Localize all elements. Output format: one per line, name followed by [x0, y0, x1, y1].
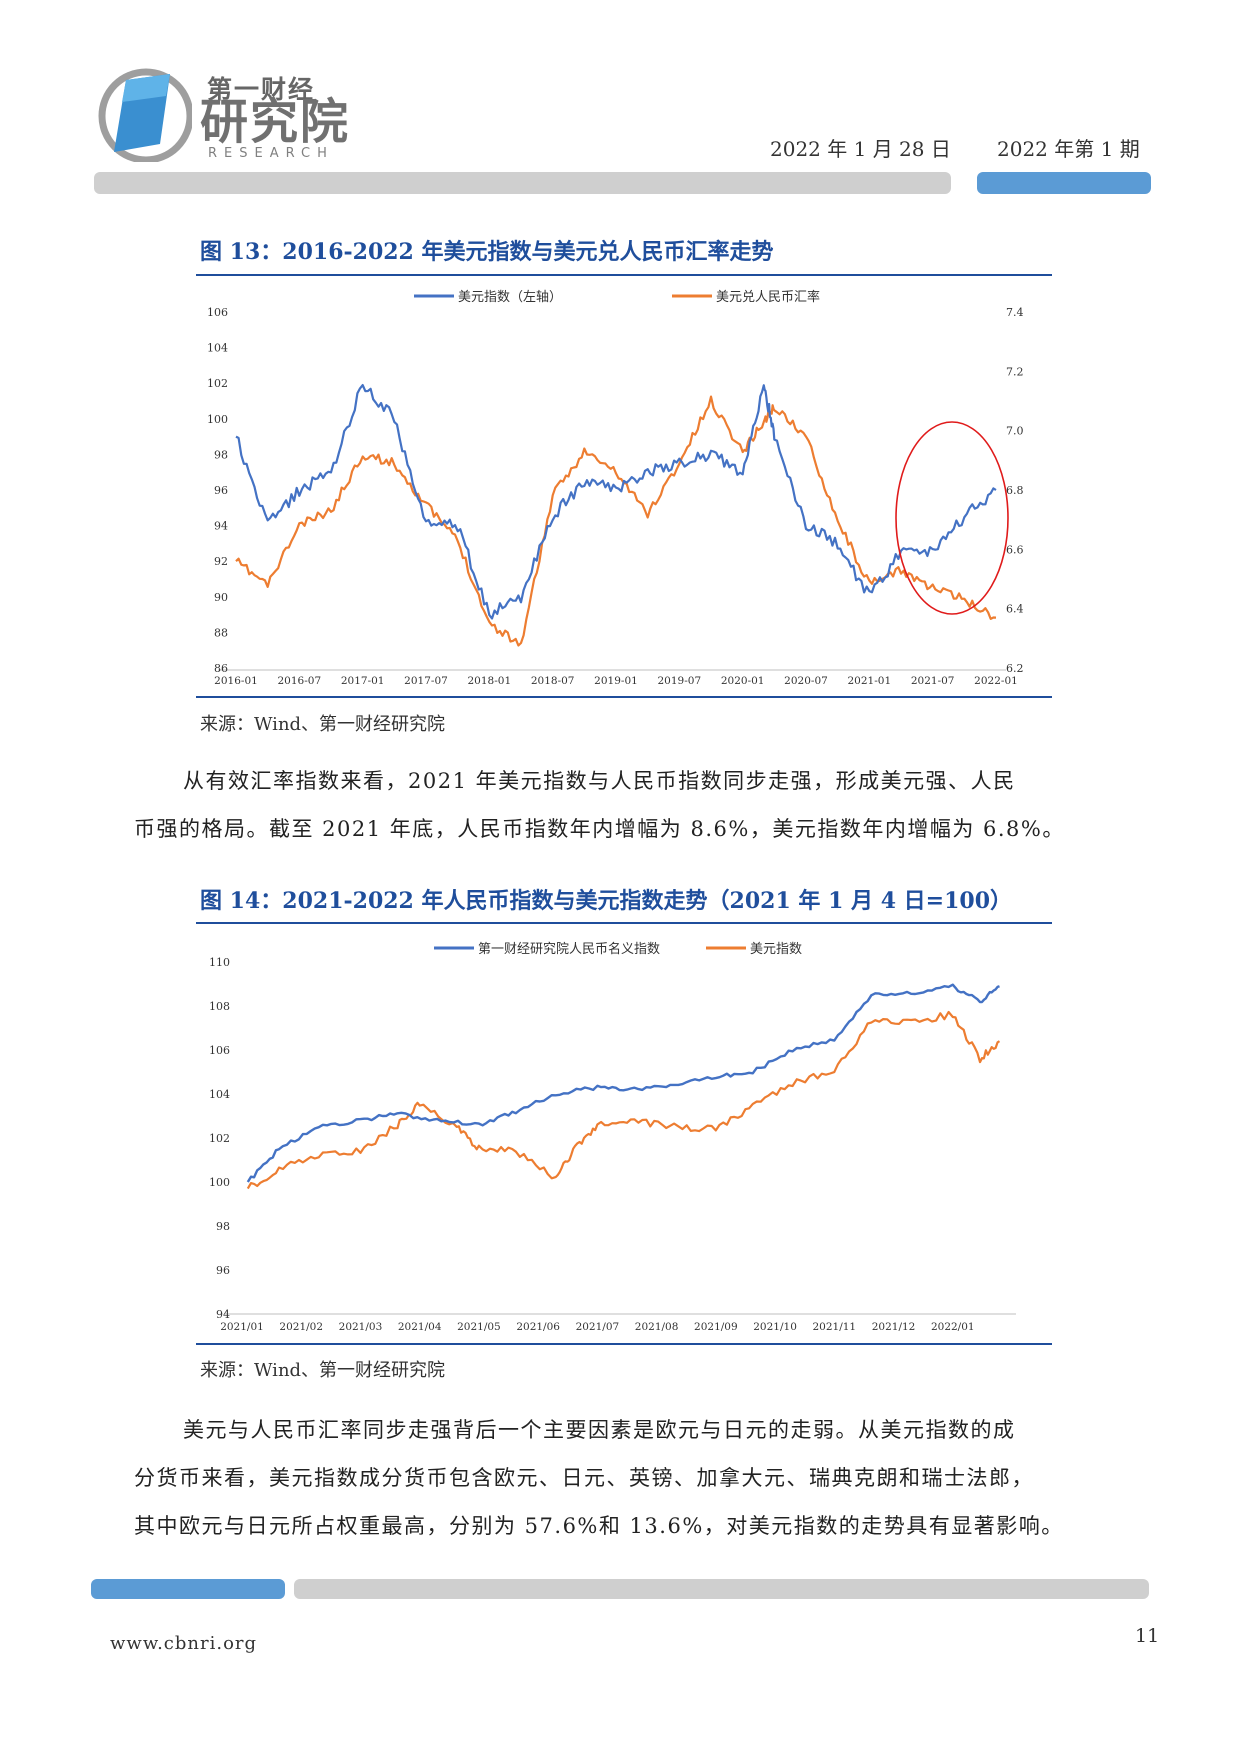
y-left-tick-label: 102	[207, 377, 228, 390]
x-tick-label: 2021/08	[635, 1321, 679, 1333]
figure14-chart: 第一财经研究院人民币名义指数 美元指数 110 108 106 104 102 100 98 96…	[209, 941, 1016, 1333]
series-line-usd-index	[235, 384, 997, 620]
y-right-tick-label: 6.6	[1006, 543, 1024, 556]
x-tick-label: 2021/03	[339, 1321, 383, 1333]
legend-label-usd-index: 美元指数（左轴）	[458, 290, 562, 305]
x-tick-label: 2017-07	[404, 675, 448, 687]
header-divider-blue	[977, 172, 1151, 194]
y-tick-label: 104	[209, 1088, 230, 1101]
figure14-bottom-rule	[196, 1343, 1052, 1345]
x-tick-label: 2019-01	[594, 675, 638, 687]
y-right-tick-label: 7.0	[1006, 425, 1024, 438]
y-tick-label: 94	[216, 1308, 230, 1321]
x-tick-label: 2021/12	[872, 1321, 916, 1333]
x-tick-label: 2022-01	[974, 675, 1018, 687]
y-left-tick-label: 90	[214, 591, 228, 604]
x-tick-label: 2021-07	[911, 675, 955, 687]
figure13-title: 图 13：2016-2022 年美元指数与美元兑人民币汇率走势	[200, 239, 774, 265]
x-tick-label: 2021/05	[457, 1321, 501, 1333]
x-tick-label: 2017-01	[341, 675, 385, 687]
x-tick-label: 2016-01	[214, 675, 258, 687]
y-tick-label: 106	[209, 1044, 230, 1057]
x-tick-label: 2021/09	[694, 1321, 738, 1333]
y-left-tick-label: 92	[214, 555, 228, 568]
y-right-tick-label: 7.2	[1006, 365, 1024, 378]
footer-url[interactable]: www.cbnri.org	[110, 1633, 258, 1654]
report-issue: 2022 年第 1 期	[997, 137, 1140, 161]
figure13-title-rule	[196, 274, 1052, 276]
y-left-tick-label: 96	[214, 484, 228, 497]
paragraph-2-line-2: 分货币来看，美元指数成分货币包含欧元、日元、英镑、加拿大元、瑞典克朗和瑞士法郎，	[134, 1466, 1034, 1490]
x-tick-label: 2020-01	[721, 675, 765, 687]
series-line-rmb-index	[246, 983, 1000, 1183]
logo-icon	[98, 68, 192, 162]
logo-text-big: 研究院	[200, 94, 351, 150]
y-tick-label: 100	[209, 1176, 230, 1189]
x-tick-label: 2021/01	[220, 1321, 264, 1333]
y-right-tick-label: 6.2	[1006, 662, 1024, 675]
y-tick-label: 96	[216, 1264, 230, 1277]
x-tick-label: 2021-01	[848, 675, 892, 687]
legend-label-usdcny: 美元兑人民币汇率	[716, 289, 820, 305]
x-tick-label: 2020-07	[784, 675, 828, 687]
footer-divider-blue	[91, 1579, 285, 1599]
y-tick-label: 108	[209, 1000, 230, 1013]
y-right-tick-label: 7.4	[1006, 306, 1024, 319]
x-tick-label: 2021/04	[398, 1321, 442, 1333]
y-tick-label: 98	[216, 1220, 230, 1233]
y-left-tick-label: 86	[214, 662, 228, 675]
figure13-source: 来源：Wind、第一财经研究院	[200, 714, 446, 735]
logo-text-small: 第一财经	[207, 75, 316, 104]
legend-label-rmb-index: 第一财经研究院人民币名义指数	[478, 941, 660, 957]
x-tick-label: 2021/02	[279, 1321, 323, 1333]
figure14-title: 图 14：2021-2022 年人民币指数与美元指数走势（2021 年 1 月 …	[200, 888, 1013, 914]
header-divider-gray	[94, 172, 951, 194]
x-tick-label: 2021/10	[753, 1321, 797, 1333]
legend-label-usd-index: 美元指数	[750, 942, 802, 957]
y-left-tick-label: 104	[207, 342, 228, 355]
page-number: 11	[1135, 1625, 1160, 1647]
logo-text-en: RESEARCH	[208, 146, 334, 161]
y-left-tick-label: 100	[207, 413, 228, 426]
series-line-usdcny	[235, 395, 997, 647]
paragraph-2-line-1: 美元与人民币汇率同步走强背后一个主要因素是欧元与日元的走弱。从美元指数的成	[183, 1418, 1016, 1442]
series-line-usd-index	[246, 1010, 1001, 1190]
highlight-ellipse	[895, 421, 1009, 615]
x-tick-label: 2021/06	[516, 1321, 560, 1333]
y-tick-label: 102	[209, 1132, 230, 1145]
x-tick-label: 2021/07	[576, 1321, 620, 1333]
y-left-tick-label: 94	[214, 520, 228, 533]
paragraph-1-line-1: 从有效汇率指数来看，2021 年美元指数与人民币指数同步走强，形成美元强、人民	[183, 769, 1016, 793]
paragraph-1-line-2: 币强的格局。截至 2021 年底，人民币指数年内增幅为 8.6%，美元指数年内增…	[134, 817, 1065, 841]
x-tick-label: 2016-07	[278, 675, 322, 687]
x-tick-label: 2022/01	[931, 1321, 975, 1333]
y-left-tick-label: 106	[207, 306, 228, 319]
x-tick-label: 2018-01	[468, 675, 512, 687]
y-tick-label: 110	[209, 956, 230, 969]
y-right-tick-label: 6.8	[1006, 484, 1024, 497]
y-right-tick-label: 6.4	[1006, 603, 1024, 616]
y-left-tick-label: 88	[214, 626, 228, 639]
figure13-chart: 美元指数（左轴） 美元兑人民币汇率 106 104 102 100 98 96 94 92 90 88…	[207, 289, 1024, 687]
paragraph-2-line-3: 其中欧元与日元所占权重最高，分别为 57.6%和 13.6%，对美元指数的走势具…	[134, 1514, 1064, 1538]
figure13-bottom-rule	[196, 696, 1052, 698]
figure14-source: 来源：Wind、第一财经研究院	[200, 1360, 446, 1381]
x-tick-label: 2018-07	[531, 675, 575, 687]
y-left-tick-label: 98	[214, 448, 228, 461]
x-tick-label: 2021/11	[812, 1321, 856, 1333]
report-date: 2022 年 1 月 28 日	[770, 137, 951, 161]
x-tick-label: 2019-07	[658, 675, 702, 687]
footer-divider-gray	[294, 1579, 1149, 1599]
figure14-title-rule	[196, 922, 1052, 924]
